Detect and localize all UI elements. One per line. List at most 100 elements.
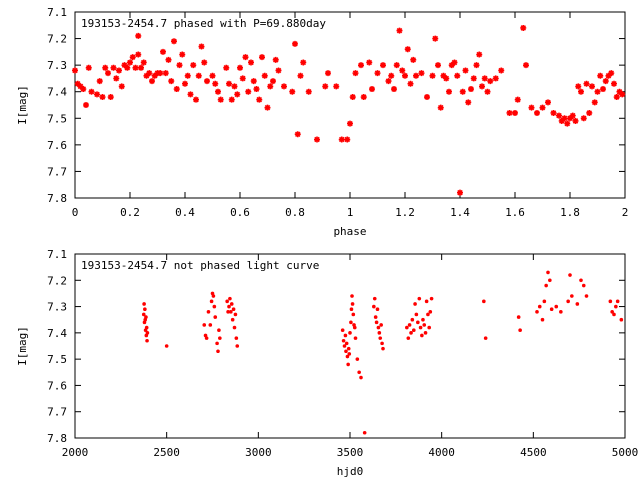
data-point: [418, 70, 425, 77]
data-point: [346, 346, 351, 351]
data-point: [124, 64, 131, 71]
plot-title: 193153-2454.7 phased with P=69.880day: [81, 17, 326, 30]
data-point: [270, 78, 276, 85]
data-point: [470, 75, 477, 82]
data-point: [481, 75, 488, 82]
data-point: [572, 117, 579, 124]
data-point: [190, 62, 197, 69]
data-point: [518, 328, 522, 333]
data-point: [248, 59, 254, 66]
data-point: [432, 35, 439, 42]
data-point: [360, 94, 367, 101]
data-point: [409, 331, 413, 335]
data-point: [554, 304, 559, 309]
y-tick-label: 7.4: [47, 327, 67, 340]
data-point: [245, 88, 252, 95]
data-point: [105, 70, 111, 77]
data-point: [446, 88, 452, 95]
data-point: [535, 310, 539, 314]
data-point: [418, 325, 423, 330]
data-point: [410, 56, 417, 63]
data-point: [586, 109, 593, 116]
data-point: [357, 370, 361, 375]
data-point: [162, 70, 169, 77]
x-tick-label: 5000: [612, 446, 639, 459]
unphased-light-curve-panel: 2000 2500 3000 3500 4000 4500 5000 7.1 7.2 7.3 7.4…: [16, 248, 638, 478]
data-point: [402, 72, 408, 79]
data-point: [429, 296, 434, 301]
data-point: [143, 307, 147, 312]
data-point: [407, 323, 412, 327]
data-point: [414, 312, 419, 317]
x-tick-label: 1.6: [505, 206, 525, 219]
data-point: [239, 75, 246, 82]
data-point: [498, 67, 505, 74]
data-point: [325, 70, 331, 77]
x-tick-label: 1.8: [560, 206, 580, 219]
data-point: [393, 62, 400, 69]
data-point: [448, 62, 455, 69]
data-point: [575, 302, 580, 306]
data-point: [615, 299, 620, 304]
data-point: [347, 352, 352, 356]
x-tick-label: 2500: [153, 446, 180, 459]
y-tick-label: 7.6: [47, 379, 67, 392]
data-point: [209, 299, 214, 304]
y-tick-label: 7.3: [47, 301, 67, 314]
data-point: [176, 62, 183, 69]
data-point: [413, 72, 419, 79]
y-tick-label: 7.2: [47, 274, 67, 287]
data-point: [579, 278, 583, 283]
data-point: [173, 86, 180, 93]
data-point: [479, 83, 485, 90]
data-point: [616, 88, 623, 95]
data-point: [608, 299, 613, 304]
data-point: [581, 283, 586, 288]
data-point: [83, 102, 89, 108]
data-point: [349, 307, 354, 312]
data-point: [549, 307, 554, 312]
data-point: [443, 75, 450, 82]
data-point: [145, 338, 149, 343]
data-point: [591, 99, 598, 106]
data-point: [375, 307, 380, 312]
data-point: [435, 62, 441, 69]
data-point: [211, 294, 216, 298]
data-point: [575, 83, 582, 90]
data-point: [378, 336, 383, 340]
data-point: [231, 83, 238, 90]
data-point: [232, 325, 237, 330]
data-point: [516, 315, 521, 319]
data-point: [346, 362, 350, 367]
data-point: [373, 315, 378, 319]
data-point: [619, 91, 626, 98]
data-point: [300, 59, 307, 66]
data-point: [476, 51, 483, 58]
data-point: [80, 86, 87, 93]
data-point: [385, 78, 392, 85]
data-point: [388, 72, 395, 79]
data-point: [380, 62, 386, 69]
data-point: [218, 336, 222, 340]
data-point: [340, 328, 345, 333]
data-point: [132, 64, 139, 71]
data-point: [484, 88, 491, 95]
data-point: [416, 320, 420, 325]
x-tick-label: 3500: [337, 446, 364, 459]
data-point: [141, 312, 146, 317]
data-point: [422, 323, 427, 327]
data-point: [611, 80, 617, 87]
data-point: [350, 294, 354, 298]
data-point: [602, 78, 609, 85]
data-point: [140, 59, 147, 66]
data-point: [465, 99, 472, 106]
data-point: [344, 349, 348, 354]
data-point: [492, 75, 499, 82]
x-tick-label: 0.8: [285, 206, 305, 219]
x-tick-label: 0.6: [230, 206, 250, 219]
y-tick-label: 7.2: [47, 33, 67, 46]
data-point: [454, 72, 461, 79]
data-point: [437, 104, 444, 111]
data-point: [314, 136, 320, 143]
